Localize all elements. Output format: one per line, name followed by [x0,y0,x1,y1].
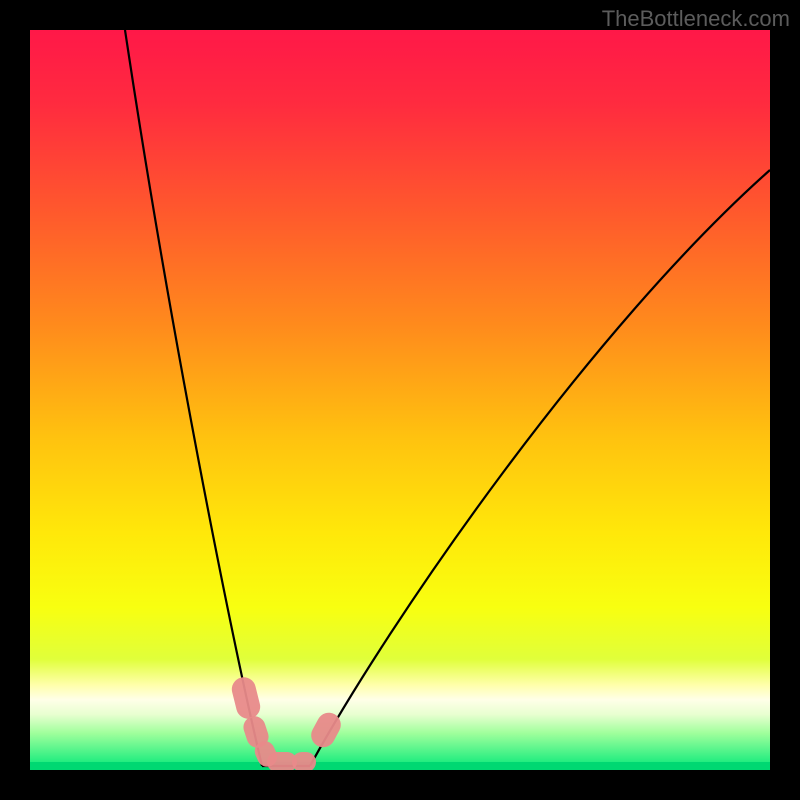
data-marker [229,675,262,722]
data-marker [292,752,316,770]
plot-area [30,30,770,770]
chart-container: TheBottleneck.com [0,0,800,800]
watermark-text: TheBottleneck.com [602,6,790,32]
data-marker [307,708,345,751]
markers-layer [30,30,770,770]
